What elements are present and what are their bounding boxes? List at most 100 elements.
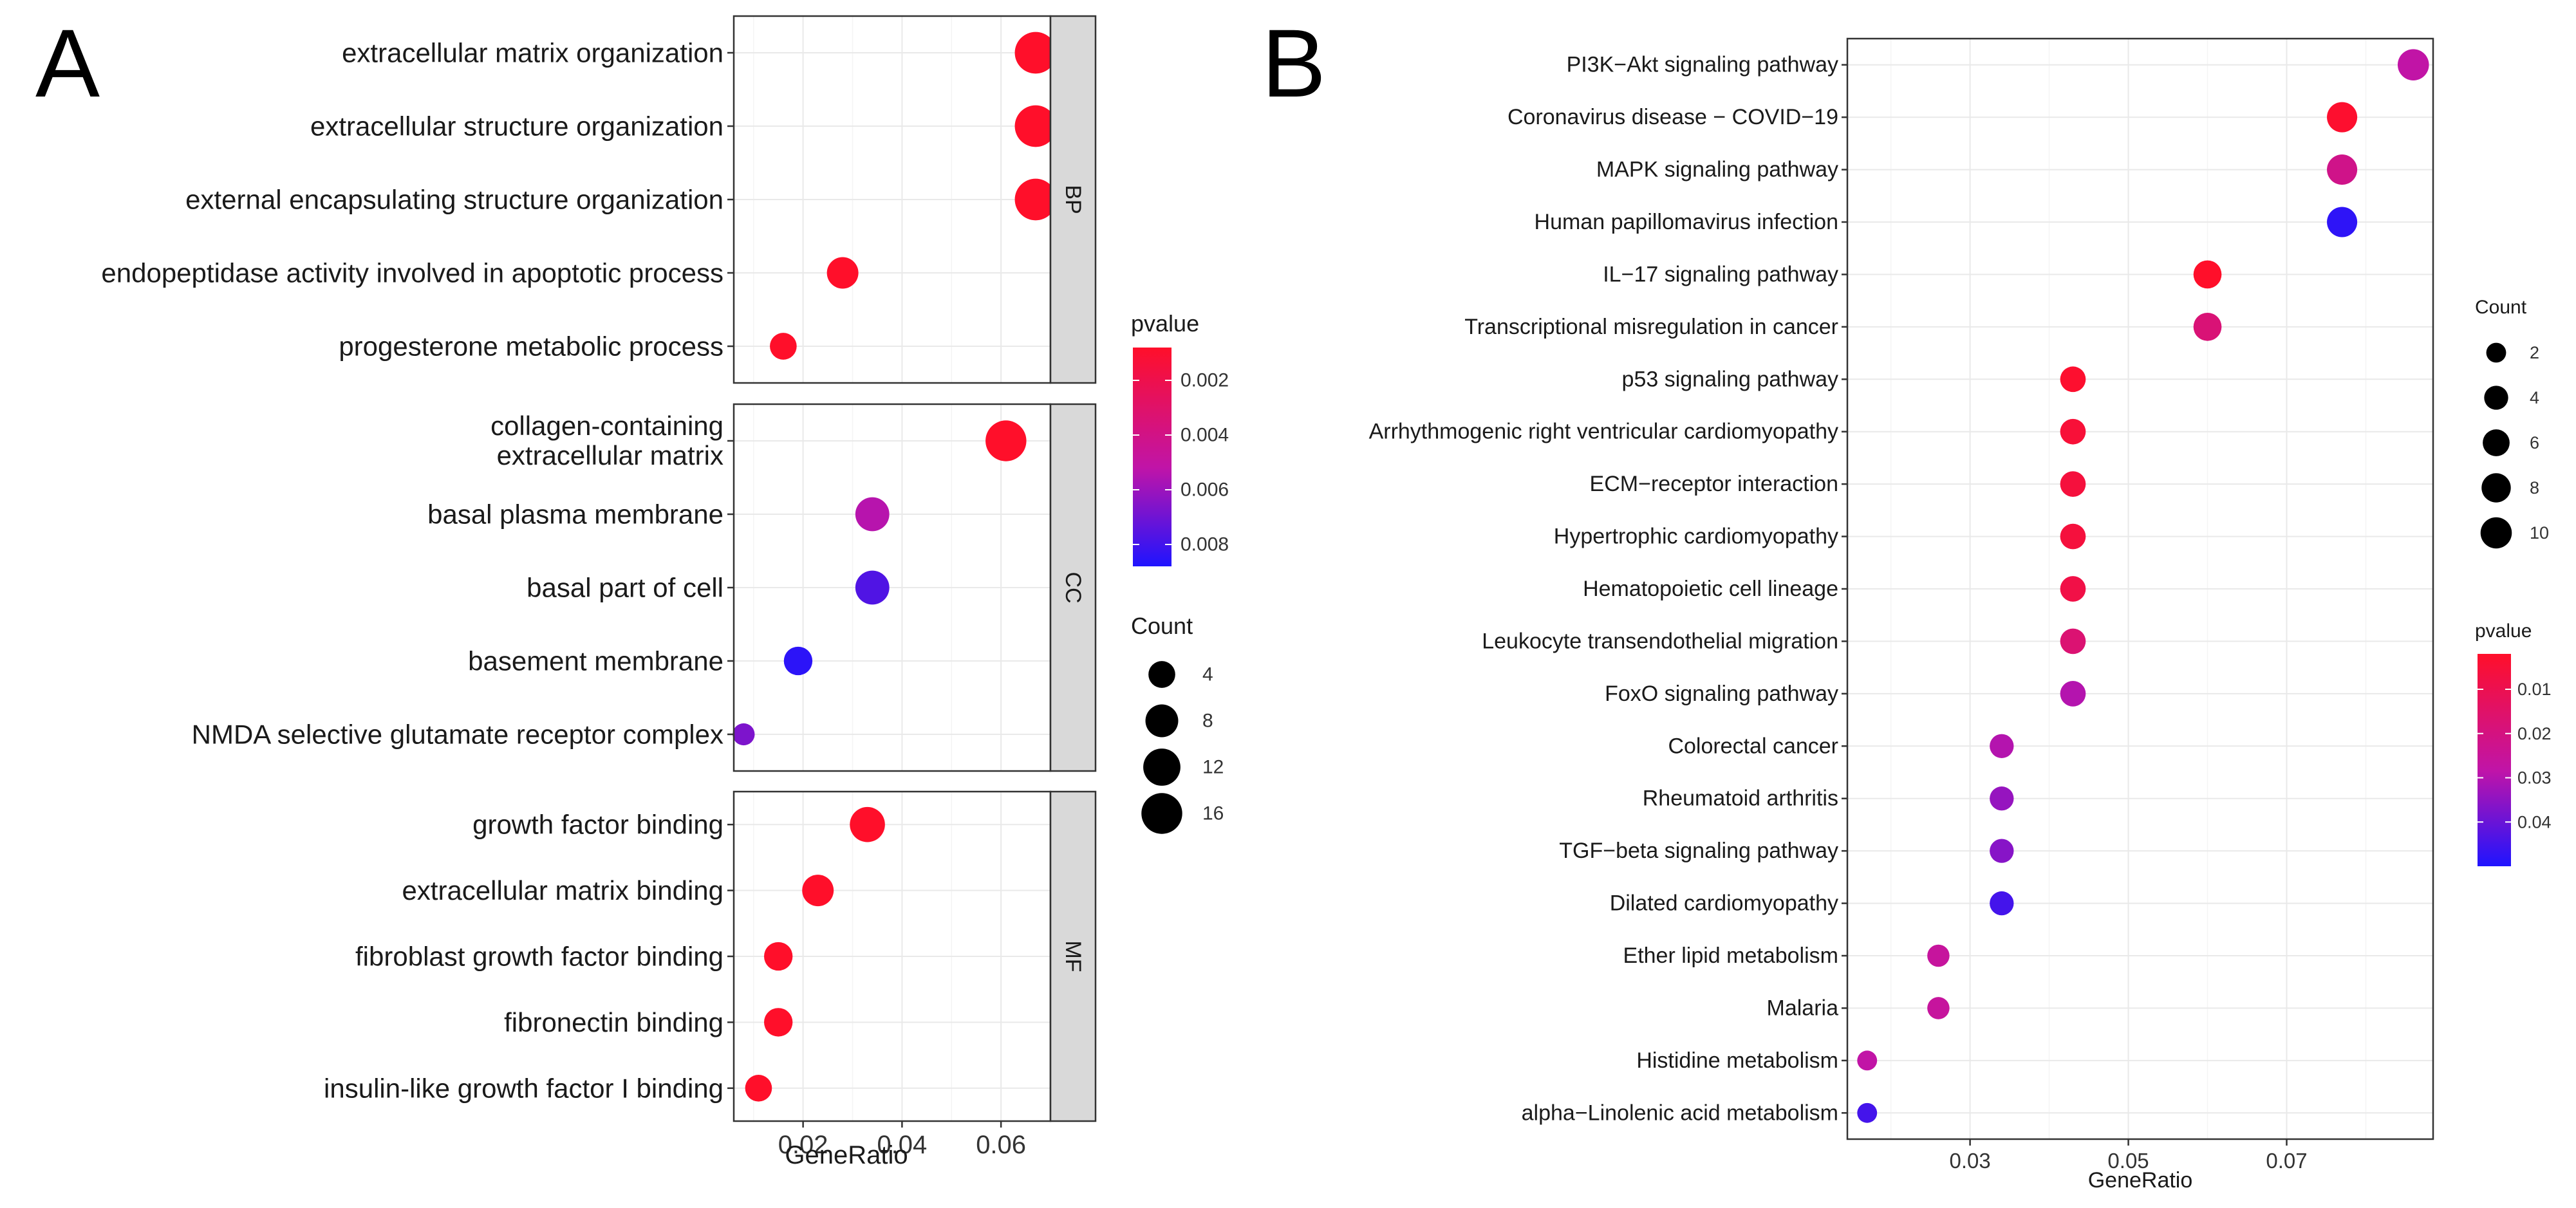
x-tick-label: 0.05: [2107, 1149, 2149, 1173]
facet-strip: [1049, 15, 1097, 384]
category-label: Dilated cardiomyopathy: [1610, 891, 1838, 916]
colorbar-tick-label: 0.004: [1181, 425, 1229, 446]
category-label: IL−17 signaling pathway: [1603, 262, 1838, 286]
panel-b-legend-color: pvalue 0.01 0.02 0.03 0.04: [2475, 620, 2552, 866]
category-label: basal plasma membrane: [427, 499, 723, 530]
category-label: Colorectal cancer: [1668, 734, 1838, 758]
data-point: [783, 646, 813, 676]
facet-strip-label: BP: [1061, 185, 1085, 214]
x-tick-label: 0.04: [877, 1131, 927, 1159]
category-label: endopeptidase activity involved in apopt…: [101, 258, 723, 288]
data-point: [1014, 178, 1057, 221]
panel-a-legend-size: Count 4 8 12 16: [1131, 613, 1224, 834]
size-key-label: 8: [1202, 711, 1213, 732]
category-label: MAPK signaling pathway: [1596, 158, 1838, 182]
panel-b-grid: [1847, 39, 2433, 1139]
panel-b-chart: PI3K−Akt signaling pathway Coronavirus di…: [1369, 37, 2552, 1193]
x-tick-label: 0.02: [778, 1131, 828, 1159]
panel-b-category-labels: PI3K−Akt signaling pathway Coronavirus di…: [1369, 53, 1847, 1125]
data-point: [2397, 49, 2429, 80]
panel-b-colorbar-ticks: 0.01 0.02 0.03 0.04: [2478, 680, 2552, 832]
size-key-label: 8: [2530, 478, 2539, 497]
data-point: [770, 333, 797, 360]
panel-b-size-keys: 2 4 6 8 10: [2480, 342, 2549, 549]
category-label: progesterone metabolic process: [339, 331, 723, 362]
category-label: FoxO signaling pathway: [1605, 682, 1838, 706]
colorbar-tick-label: 0.04: [2517, 812, 2552, 832]
panel-b-x-axis-title: GeneRatio: [2088, 1168, 2193, 1193]
category-label: PI3K−Akt signaling pathway: [1567, 53, 1838, 77]
category-label: insulin-like growth factor I binding: [324, 1073, 723, 1103]
size-key-circle: [1145, 704, 1179, 738]
category-label: fibronectin binding: [504, 1007, 723, 1037]
panel-b-x-axis: 0.03 0.05 0.07: [1949, 1139, 2308, 1173]
colorbar-tick-label: 0.002: [1181, 370, 1229, 391]
panel-b-points: [1857, 49, 2429, 1123]
data-point: [826, 257, 859, 289]
size-key-label: 6: [2530, 433, 2539, 452]
panel-a-colorbar-ticks: 0.002 0.004 0.006 0.008: [1133, 370, 1229, 555]
size-key-circle: [1141, 793, 1182, 834]
panel-a-category-labels: extracellular matrix organization extrace…: [101, 38, 734, 1103]
category-label: extracellular matrix organization: [342, 38, 723, 68]
size-key-circle: [1148, 661, 1175, 688]
data-point: [2327, 207, 2358, 237]
data-point: [2060, 471, 2086, 497]
data-point: [2327, 154, 2358, 185]
size-key-circle: [2481, 473, 2511, 503]
data-point: [2193, 313, 2222, 341]
panel-b-label: B: [1262, 9, 1326, 117]
category-label: basal part of cell: [527, 573, 723, 603]
size-key-circle: [2484, 386, 2508, 410]
category-label: Arrhythmogenic right ventricular cardiom…: [1369, 420, 1838, 444]
category-label: Hematopoietic cell lineage: [1583, 577, 1838, 601]
data-point: [1990, 891, 2014, 916]
data-point: [2060, 366, 2086, 393]
facet-strip: [1049, 790, 1097, 1122]
category-label: fibroblast growth factor binding: [355, 942, 723, 972]
size-key-circle: [1143, 748, 1181, 786]
data-point: [733, 723, 755, 746]
category-label: Hypertrophic cardiomyopathy: [1554, 525, 1838, 549]
category-label: Rheumatoid arthritis: [1643, 786, 1838, 811]
category-label: growth factor binding: [472, 810, 723, 840]
colorbar-tick-label: 0.006: [1181, 479, 1229, 501]
data-point: [1990, 734, 2014, 758]
data-point: [1927, 944, 1950, 967]
size-key-label: 4: [1202, 664, 1213, 685]
category-label: Coronavirus disease − COVID−19: [1507, 105, 1838, 129]
category-label: external encapsulating structure organiz…: [185, 185, 723, 215]
data-point: [1990, 786, 2014, 811]
data-point: [1927, 997, 1950, 1019]
data-point: [2060, 418, 2086, 445]
facet-strip-label: CC: [1061, 571, 1085, 603]
data-point: [985, 420, 1027, 461]
facet-strip: [1049, 403, 1097, 772]
panel-a-x-axis: 0.02 0.04 0.06: [778, 1121, 1026, 1159]
category-label-line: extracellular matrix: [497, 440, 723, 470]
category-label: basement membrane: [468, 646, 723, 676]
category-label: p53 signaling pathway: [1622, 367, 1838, 391]
panel-b-legend-size-title: Count: [2475, 297, 2527, 318]
panel-a-legend-color-title: pvalue: [1131, 310, 1199, 337]
data-point: [745, 1074, 772, 1102]
panel-a-label: A: [35, 9, 100, 117]
colorbar-tick-label: 0.008: [1181, 534, 1229, 555]
data-point: [764, 942, 793, 971]
data-point: [2060, 576, 2086, 602]
data-point: [1857, 1102, 1878, 1123]
size-key-circle: [2486, 342, 2506, 363]
size-key-circle: [2483, 429, 2510, 456]
panel-a-points: [733, 32, 1057, 1102]
category-label: Transcriptional misregulation in cancer: [1464, 315, 1838, 339]
data-point: [855, 497, 890, 532]
size-key-label: 12: [1202, 757, 1224, 778]
data-point: [850, 806, 885, 842]
category-label: extracellular structure organization: [310, 111, 723, 142]
data-point: [1014, 32, 1057, 74]
panel-a-size-keys: 4 8 12 16: [1141, 661, 1224, 834]
panel-a-chart: BP CC MF extracellular matrix organization…: [101, 15, 1229, 1169]
data-point: [1990, 839, 2014, 863]
colorbar-tick-label: 0.01: [2517, 680, 2552, 699]
